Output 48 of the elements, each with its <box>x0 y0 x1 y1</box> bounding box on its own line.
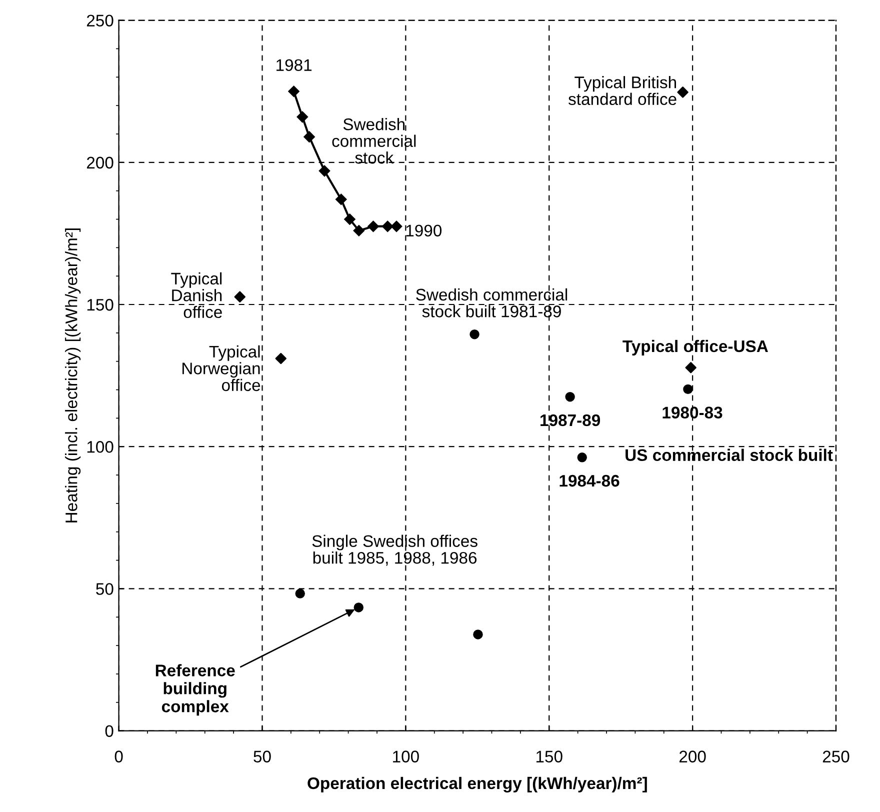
point <box>318 165 330 177</box>
point <box>577 452 587 462</box>
x-axis-title: Operation electrical energy [(kWh/year)/m²] <box>308 776 647 792</box>
x-tick-label: 50 <box>254 750 271 762</box>
point <box>288 86 300 97</box>
annotation: 1984-86 <box>560 474 620 487</box>
annotation: 1990 <box>406 224 442 237</box>
annotation: 1980-83 <box>662 406 722 419</box>
series-label: Single Swedish offices built 1985, 1988, 1986 <box>312 534 478 566</box>
series-label: Typical office-USA <box>622 340 768 356</box>
point <box>473 630 483 640</box>
x-tick-label: 0 <box>114 750 123 762</box>
series-label: Typical Norwegian office <box>182 345 260 392</box>
point <box>295 588 305 598</box>
y-tick-label: 250 <box>86 14 114 27</box>
y-tick-label: 0 <box>105 725 114 738</box>
point <box>344 214 356 225</box>
annotation: 1987-89 <box>540 414 600 426</box>
point <box>390 220 402 232</box>
point <box>685 362 696 374</box>
point <box>683 384 693 394</box>
point <box>368 220 379 232</box>
y-tick-label: 100 <box>87 441 114 453</box>
point <box>336 194 347 205</box>
point <box>275 352 286 364</box>
x-tick-label: 250 <box>822 750 850 762</box>
x-tick-label: 200 <box>679 750 706 762</box>
annotation: Reference building complex <box>156 664 235 716</box>
x-tick-label: 150 <box>536 750 562 762</box>
series-label: Typical Danish office <box>171 272 222 318</box>
text: US commercial stock built <box>626 448 833 462</box>
point <box>296 111 308 123</box>
y-tick-label: 200 <box>86 156 114 169</box>
y-tick-label: 50 <box>96 583 114 595</box>
point <box>304 131 315 142</box>
point <box>677 86 688 98</box>
point <box>470 329 480 340</box>
y-tick-label: 150 <box>87 298 114 311</box>
point <box>565 392 575 402</box>
y-axis-title: Heating (incl. electricity) [(kWh/year)/m²] <box>65 228 81 522</box>
series-label: Swedish commercial stock built 1981-89 <box>416 288 568 318</box>
point <box>234 291 246 302</box>
x-tick-label: 100 <box>393 750 419 762</box>
series-label: Typical British standard office <box>568 76 676 106</box>
point <box>353 225 365 236</box>
point <box>354 602 364 612</box>
annotation: 1981 <box>276 59 312 72</box>
point <box>382 220 394 232</box>
